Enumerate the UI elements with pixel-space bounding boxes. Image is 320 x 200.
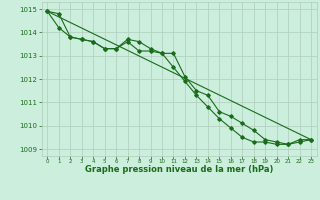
X-axis label: Graphe pression niveau de la mer (hPa): Graphe pression niveau de la mer (hPa) xyxy=(85,165,273,174)
